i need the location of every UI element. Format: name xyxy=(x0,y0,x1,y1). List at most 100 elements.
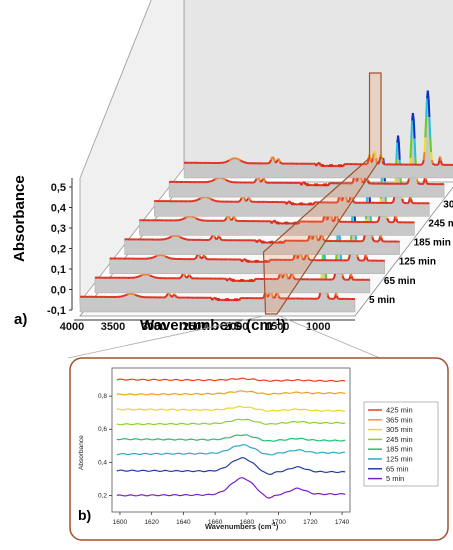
series-line-segment xyxy=(426,90,430,99)
series-line-segment xyxy=(430,159,434,164)
panel-label-a: a) xyxy=(14,311,27,328)
b-legend-label: 425 min xyxy=(386,406,413,415)
b-series-line-5-min xyxy=(116,477,346,499)
series-line-segment xyxy=(335,292,338,297)
series-line-segment xyxy=(185,276,188,279)
series-line-segment xyxy=(430,152,433,161)
series-line-segment xyxy=(282,240,286,244)
series-line-segment xyxy=(401,198,404,203)
series-line-segment xyxy=(222,177,225,180)
series-line-segment xyxy=(224,217,228,220)
y-tick-label: 0,5 xyxy=(51,182,66,194)
b-legend-label: 245 min xyxy=(386,435,413,444)
series-line-segment xyxy=(347,199,351,203)
series-line-segment xyxy=(437,160,441,165)
series-line-segment xyxy=(327,182,331,187)
series-line-segment xyxy=(303,203,306,206)
highlight-region-box xyxy=(262,72,382,315)
series-line-segment xyxy=(318,184,321,187)
series-line-segment xyxy=(171,294,175,297)
series-line-segment xyxy=(411,112,415,121)
series-line-segment xyxy=(195,256,198,259)
series-line-segment xyxy=(330,216,334,221)
b-x-tick-label: 1720 xyxy=(303,519,318,526)
series-line-segment xyxy=(245,199,248,202)
series-line-segment xyxy=(229,218,233,221)
series-line-segment xyxy=(392,198,395,203)
series-line-segment xyxy=(312,201,316,206)
series-line-segment xyxy=(331,219,335,222)
x-tick-label: 1000 xyxy=(306,321,330,333)
series-line-segment xyxy=(215,237,218,241)
series-line-segment xyxy=(410,120,414,139)
series-line-segment xyxy=(422,179,426,184)
series-line-segment xyxy=(306,238,310,242)
series-line-segment xyxy=(233,217,237,221)
series-line-segment xyxy=(265,241,268,244)
series-line-segment xyxy=(219,238,223,241)
series-line-segment xyxy=(227,278,230,281)
panel-label-b: b) xyxy=(78,507,91,523)
series-line-segment xyxy=(317,295,321,299)
series-line-segment xyxy=(425,179,428,184)
series-line-segment xyxy=(250,260,253,264)
series-line-segment xyxy=(424,117,428,138)
series-line-segment xyxy=(279,161,282,164)
series-line-segment xyxy=(164,295,167,298)
series-line-segment xyxy=(186,276,189,279)
series-line-segment xyxy=(271,294,274,298)
series-line-segment xyxy=(168,293,172,296)
series-line-segment xyxy=(286,201,289,204)
series-line-segment xyxy=(369,157,373,163)
series-line-segment xyxy=(422,182,425,185)
series-line-segment xyxy=(347,256,351,260)
series-line-segment xyxy=(203,254,206,258)
series-line-segment xyxy=(301,181,304,185)
series-line-segment xyxy=(412,120,416,139)
series-line-segment xyxy=(259,260,262,264)
series-label-5-min: 5 min xyxy=(369,295,395,306)
series-line-segment xyxy=(417,181,420,185)
series-line-segment xyxy=(209,236,213,240)
series-line-segment xyxy=(183,273,187,277)
series-line-segment xyxy=(353,201,356,204)
series-line-segment xyxy=(226,279,229,282)
series-line-segment xyxy=(271,220,275,223)
series-line-segment xyxy=(292,276,296,280)
series-line-segment xyxy=(269,159,272,163)
series-line-segment xyxy=(301,257,305,261)
series-line-segment xyxy=(275,159,279,163)
series-line-segment xyxy=(243,198,247,201)
series-line-segment xyxy=(309,184,312,187)
series-line-segment xyxy=(318,238,321,241)
panel-b-plot-area xyxy=(111,367,351,513)
series-line-segment xyxy=(255,240,259,244)
series-line-segment xyxy=(361,239,365,242)
series-line-segment xyxy=(306,254,310,259)
series-line-segment xyxy=(265,293,269,298)
series-line-segment xyxy=(321,219,325,223)
series-line-segment xyxy=(272,296,275,299)
x-tick-label: 3000 xyxy=(142,321,166,333)
series-line-segment xyxy=(241,258,245,262)
series-line-segment xyxy=(377,161,381,164)
series-line-segment xyxy=(244,279,247,283)
series-line-segment xyxy=(278,159,281,163)
series-line-segment xyxy=(238,199,242,202)
series-line-segment xyxy=(316,162,319,166)
series-line-segment xyxy=(437,163,440,166)
b-series-line-125-min xyxy=(116,444,346,456)
series-line-segment xyxy=(174,294,177,297)
series-line-segment xyxy=(332,275,336,279)
series-line-segment xyxy=(367,182,371,185)
y-tick-label: 0,3 xyxy=(51,223,66,235)
series-line-segment xyxy=(324,215,328,221)
series-line-segment xyxy=(324,165,327,168)
spectra-stack xyxy=(79,90,453,313)
series-line-segment xyxy=(387,220,390,223)
series-line-segment xyxy=(292,254,296,259)
series-line-segment xyxy=(290,222,293,225)
series-line-segment xyxy=(224,178,227,181)
series-line-segment xyxy=(190,276,193,279)
